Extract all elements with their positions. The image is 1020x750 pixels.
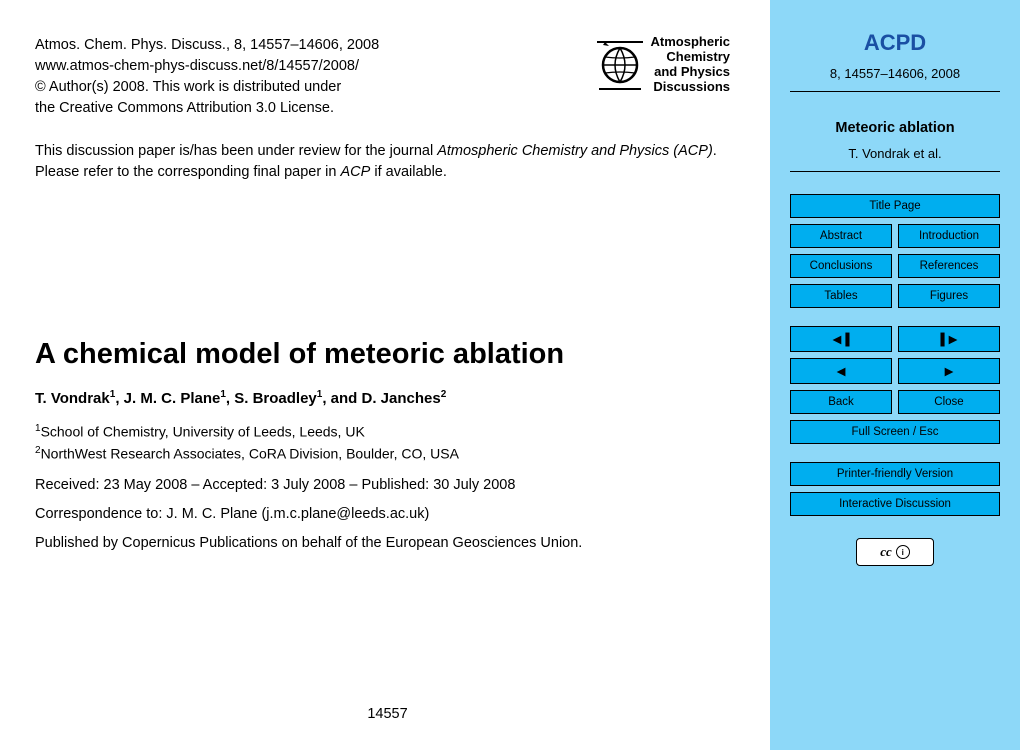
volume-info: 8, 14557–14606, 2008 (790, 66, 1000, 81)
affiliations: 1School of Chemistry, University of Leed… (35, 421, 740, 464)
egu-logo-icon (595, 37, 645, 92)
printer-friendly-button[interactable]: Printer-friendly Version (790, 462, 1000, 486)
citation-line: Atmos. Chem. Phys. Discuss., 8, 14557–14… (35, 35, 379, 56)
paper-title: A chemical model of meteoric ablation (35, 338, 740, 371)
affil-text: School of Chemistry, University of Leeds… (41, 424, 365, 440)
introduction-button[interactable]: Introduction (898, 224, 1000, 248)
review-suffix: if available. (370, 164, 447, 180)
cc-text: cc (880, 544, 892, 560)
abstract-button[interactable]: Abstract (790, 224, 892, 248)
divider (790, 171, 1000, 172)
main-content: Atmos. Chem. Phys. Discuss., 8, 14557–14… (0, 0, 770, 750)
author: T. Vondrak (35, 390, 110, 407)
review-prefix: This discussion paper is/has been under … (35, 143, 437, 159)
fullscreen-button[interactable]: Full Screen / Esc (790, 420, 1000, 444)
sidebar: ACPD 8, 14557–14606, 2008 Meteoric ablat… (770, 0, 1020, 750)
article-dates: Received: 23 May 2008 – Accepted: 3 July… (35, 477, 740, 493)
prev-page-button[interactable]: ◀ (790, 358, 892, 384)
publisher-line: Published by Copernicus Publications on … (35, 535, 740, 551)
back-button[interactable]: Back (790, 390, 892, 414)
logo-line: Chemistry (651, 50, 730, 65)
logo-line: Discussions (651, 80, 730, 95)
sidebar-authors: T. Vondrak et al. (790, 146, 1000, 161)
next-page-button[interactable]: ▶ (898, 358, 1000, 384)
close-button[interactable]: Close (898, 390, 1000, 414)
header-row: Atmos. Chem. Phys. Discuss., 8, 14557–14… (35, 35, 740, 119)
journal-name: Atmospheric Chemistry and Physics (ACP) (437, 143, 713, 159)
cc-license-badge[interactable]: cc i (856, 538, 934, 566)
references-button[interactable]: References (898, 254, 1000, 278)
logo-line: Atmospheric (651, 35, 730, 50)
page-number: 14557 (35, 706, 740, 730)
author: , and D. Janches (322, 390, 440, 407)
author: , S. Broadley (226, 390, 317, 407)
affiliation-line: 1School of Chemistry, University of Leed… (35, 421, 740, 443)
logo-text: Atmospheric Chemistry and Physics Discus… (651, 35, 730, 95)
logo-line: and Physics (651, 65, 730, 80)
figures-button[interactable]: Figures (898, 284, 1000, 308)
nav-grid: Title Page Abstract Introduction Conclus… (790, 194, 1000, 516)
affil-sup: 2 (441, 389, 447, 400)
affil-text: NorthWest Research Associates, CoRA Divi… (41, 445, 459, 461)
acp-abbr: ACP (341, 164, 371, 180)
last-page-button[interactable]: ▌▶ (898, 326, 1000, 352)
title-page-button[interactable]: Title Page (790, 194, 1000, 218)
journal-abbr[interactable]: ACPD (790, 30, 1000, 56)
affiliation-line: 2NorthWest Research Associates, CoRA Div… (35, 443, 740, 465)
interactive-discussion-button[interactable]: Interactive Discussion (790, 492, 1000, 516)
copyright-line: © Author(s) 2008. This work is distribut… (35, 77, 379, 98)
cc-by-icon: i (896, 545, 910, 559)
review-note: This discussion paper is/has been under … (35, 141, 740, 183)
tables-button[interactable]: Tables (790, 284, 892, 308)
first-page-button[interactable]: ◀▐ (790, 326, 892, 352)
cc-icons: i (896, 545, 910, 559)
journal-logo: Atmospheric Chemistry and Physics Discus… (595, 35, 730, 95)
author: , J. M. C. Plane (115, 390, 220, 407)
sidebar-short-title: Meteoric ablation (790, 120, 1000, 136)
author-list: T. Vondrak1, J. M. C. Plane1, S. Broadle… (35, 389, 740, 407)
citation-block: Atmos. Chem. Phys. Discuss., 8, 14557–14… (35, 35, 379, 119)
correspondence: Correspondence to: J. M. C. Plane (j.m.c… (35, 506, 740, 522)
citation-url: www.atmos-chem-phys-discuss.net/8/14557/… (35, 56, 379, 77)
divider (790, 91, 1000, 92)
license-line: the Creative Commons Attribution 3.0 Lic… (35, 98, 379, 119)
conclusions-button[interactable]: Conclusions (790, 254, 892, 278)
